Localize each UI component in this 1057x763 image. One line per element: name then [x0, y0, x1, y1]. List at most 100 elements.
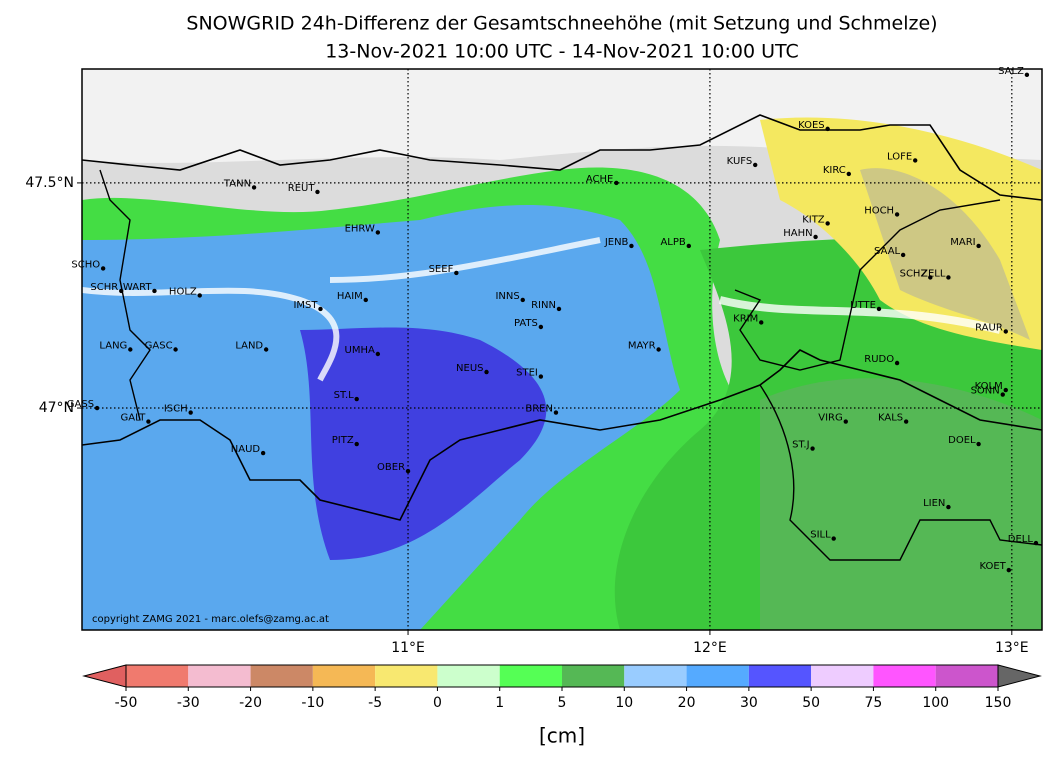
colorbar-tick-label: 30	[740, 695, 758, 711]
colorbar-segment	[562, 665, 625, 687]
colorbar-extend	[997, 664, 1042, 688]
station-label: KALS	[878, 413, 903, 424]
station-label: INNS	[495, 291, 519, 302]
station-label: SAAL	[874, 246, 900, 257]
colorbar-tick-label: 10	[615, 695, 633, 711]
station-label: LOFE	[887, 151, 912, 162]
station-label: ST.J	[792, 440, 809, 451]
station-dot	[913, 158, 918, 163]
station-label: JENB	[604, 237, 629, 248]
colorbar-segment	[188, 665, 251, 687]
colorbar-segment	[935, 665, 998, 687]
colorbar-tick-label: 20	[678, 695, 696, 711]
station-dot	[484, 369, 489, 375]
colorbar-segment	[686, 665, 749, 687]
colorbar-tick-label: -30	[177, 695, 200, 711]
colorbar-tick-label: -10	[301, 695, 324, 711]
station-dot	[825, 221, 830, 226]
station-dot	[128, 347, 133, 352]
station-dot	[928, 275, 933, 280]
station-label: WART	[123, 282, 152, 293]
station-dot	[173, 347, 178, 352]
station-label: KOES	[798, 120, 825, 131]
station-label: VIRG	[818, 413, 843, 424]
colorbar-segment	[748, 665, 812, 687]
station-label: ZELL	[921, 268, 946, 279]
station-label: HAIM	[337, 291, 363, 302]
station-dot	[876, 306, 882, 312]
station-label: MAYR	[628, 341, 656, 352]
station-label: LANG	[99, 341, 127, 352]
station-label: UTTE	[850, 300, 876, 311]
station-label: ST.L	[334, 390, 354, 401]
station-label: HAHN	[783, 228, 812, 239]
title: SNOWGRID 24h-Differenz der Gesamtschneeh…	[186, 13, 937, 35]
colorbar-segment	[250, 665, 313, 687]
station-dot	[686, 243, 691, 249]
station-label: ALPB	[660, 237, 685, 248]
station-dot	[538, 324, 544, 330]
x-tick-label: 13°E	[995, 640, 1029, 656]
station-label: RUDO	[864, 354, 894, 365]
station-dot	[363, 297, 368, 303]
station-label: LIEN	[923, 498, 945, 509]
station-label: GALT	[121, 413, 147, 424]
station-dot	[813, 234, 818, 240]
station-label: KOLM	[975, 381, 1003, 392]
station-label: GASC	[145, 341, 173, 352]
station-label: MARI	[950, 237, 975, 248]
station-dot	[553, 410, 559, 415]
station-dot	[894, 212, 900, 217]
y-tick-label: 47.5°N	[25, 175, 74, 191]
station-label: EHRW	[345, 223, 375, 234]
colorbar-segment	[499, 665, 562, 687]
colorbar-tick-label: 1	[495, 695, 504, 711]
station-label: IMST	[293, 300, 318, 311]
station-dot	[894, 360, 900, 366]
colorbar-segment	[312, 665, 376, 687]
station-label: TANN	[223, 178, 251, 189]
station-dot	[454, 270, 459, 276]
station-dot	[375, 230, 381, 235]
station-label: HOCH	[864, 205, 894, 216]
map-frame	[81, 68, 1043, 631]
station-dot	[900, 252, 906, 258]
station-label: KITZ	[802, 214, 825, 225]
station-dot	[753, 162, 758, 168]
station-dot	[903, 419, 909, 424]
station-label: NAUD	[231, 444, 261, 455]
station-label: RAUR	[975, 322, 1003, 333]
station-dot	[260, 450, 266, 456]
station-label: KUFS	[727, 156, 753, 167]
station-label: RINN	[531, 300, 556, 311]
colorbar-tick-label: -5	[368, 695, 382, 711]
station-dot	[354, 441, 359, 447]
station-dot	[1024, 72, 1030, 78]
station-label: SONN	[971, 386, 1000, 397]
station-dot	[656, 347, 661, 352]
station-dot	[976, 243, 981, 249]
colorbar-segment	[811, 665, 874, 687]
station-dot	[405, 468, 411, 474]
station-dot	[629, 243, 634, 249]
station-dot	[1003, 387, 1008, 393]
station-dot	[946, 275, 951, 280]
station-dot	[946, 504, 951, 510]
station-dot	[251, 185, 257, 190]
station-dot	[976, 441, 981, 447]
colorbar-segment	[873, 665, 936, 687]
station-label: NEUS	[456, 363, 483, 374]
station-dot	[1033, 540, 1039, 546]
station-label: SALZ	[998, 66, 1024, 77]
station-label: DOEL	[948, 435, 976, 446]
station-dot	[318, 306, 323, 312]
station-dot	[188, 410, 193, 415]
station-dot	[119, 288, 124, 294]
station-label: OBER	[377, 462, 405, 473]
station-label: KIRC	[823, 165, 846, 176]
subtitle: 13-Nov-2021 10:00 UTC - 14-Nov-2021 10:0…	[325, 41, 799, 63]
station-dot	[843, 419, 848, 424]
station-dot	[556, 306, 562, 312]
station-label: HOLZ	[169, 286, 197, 297]
